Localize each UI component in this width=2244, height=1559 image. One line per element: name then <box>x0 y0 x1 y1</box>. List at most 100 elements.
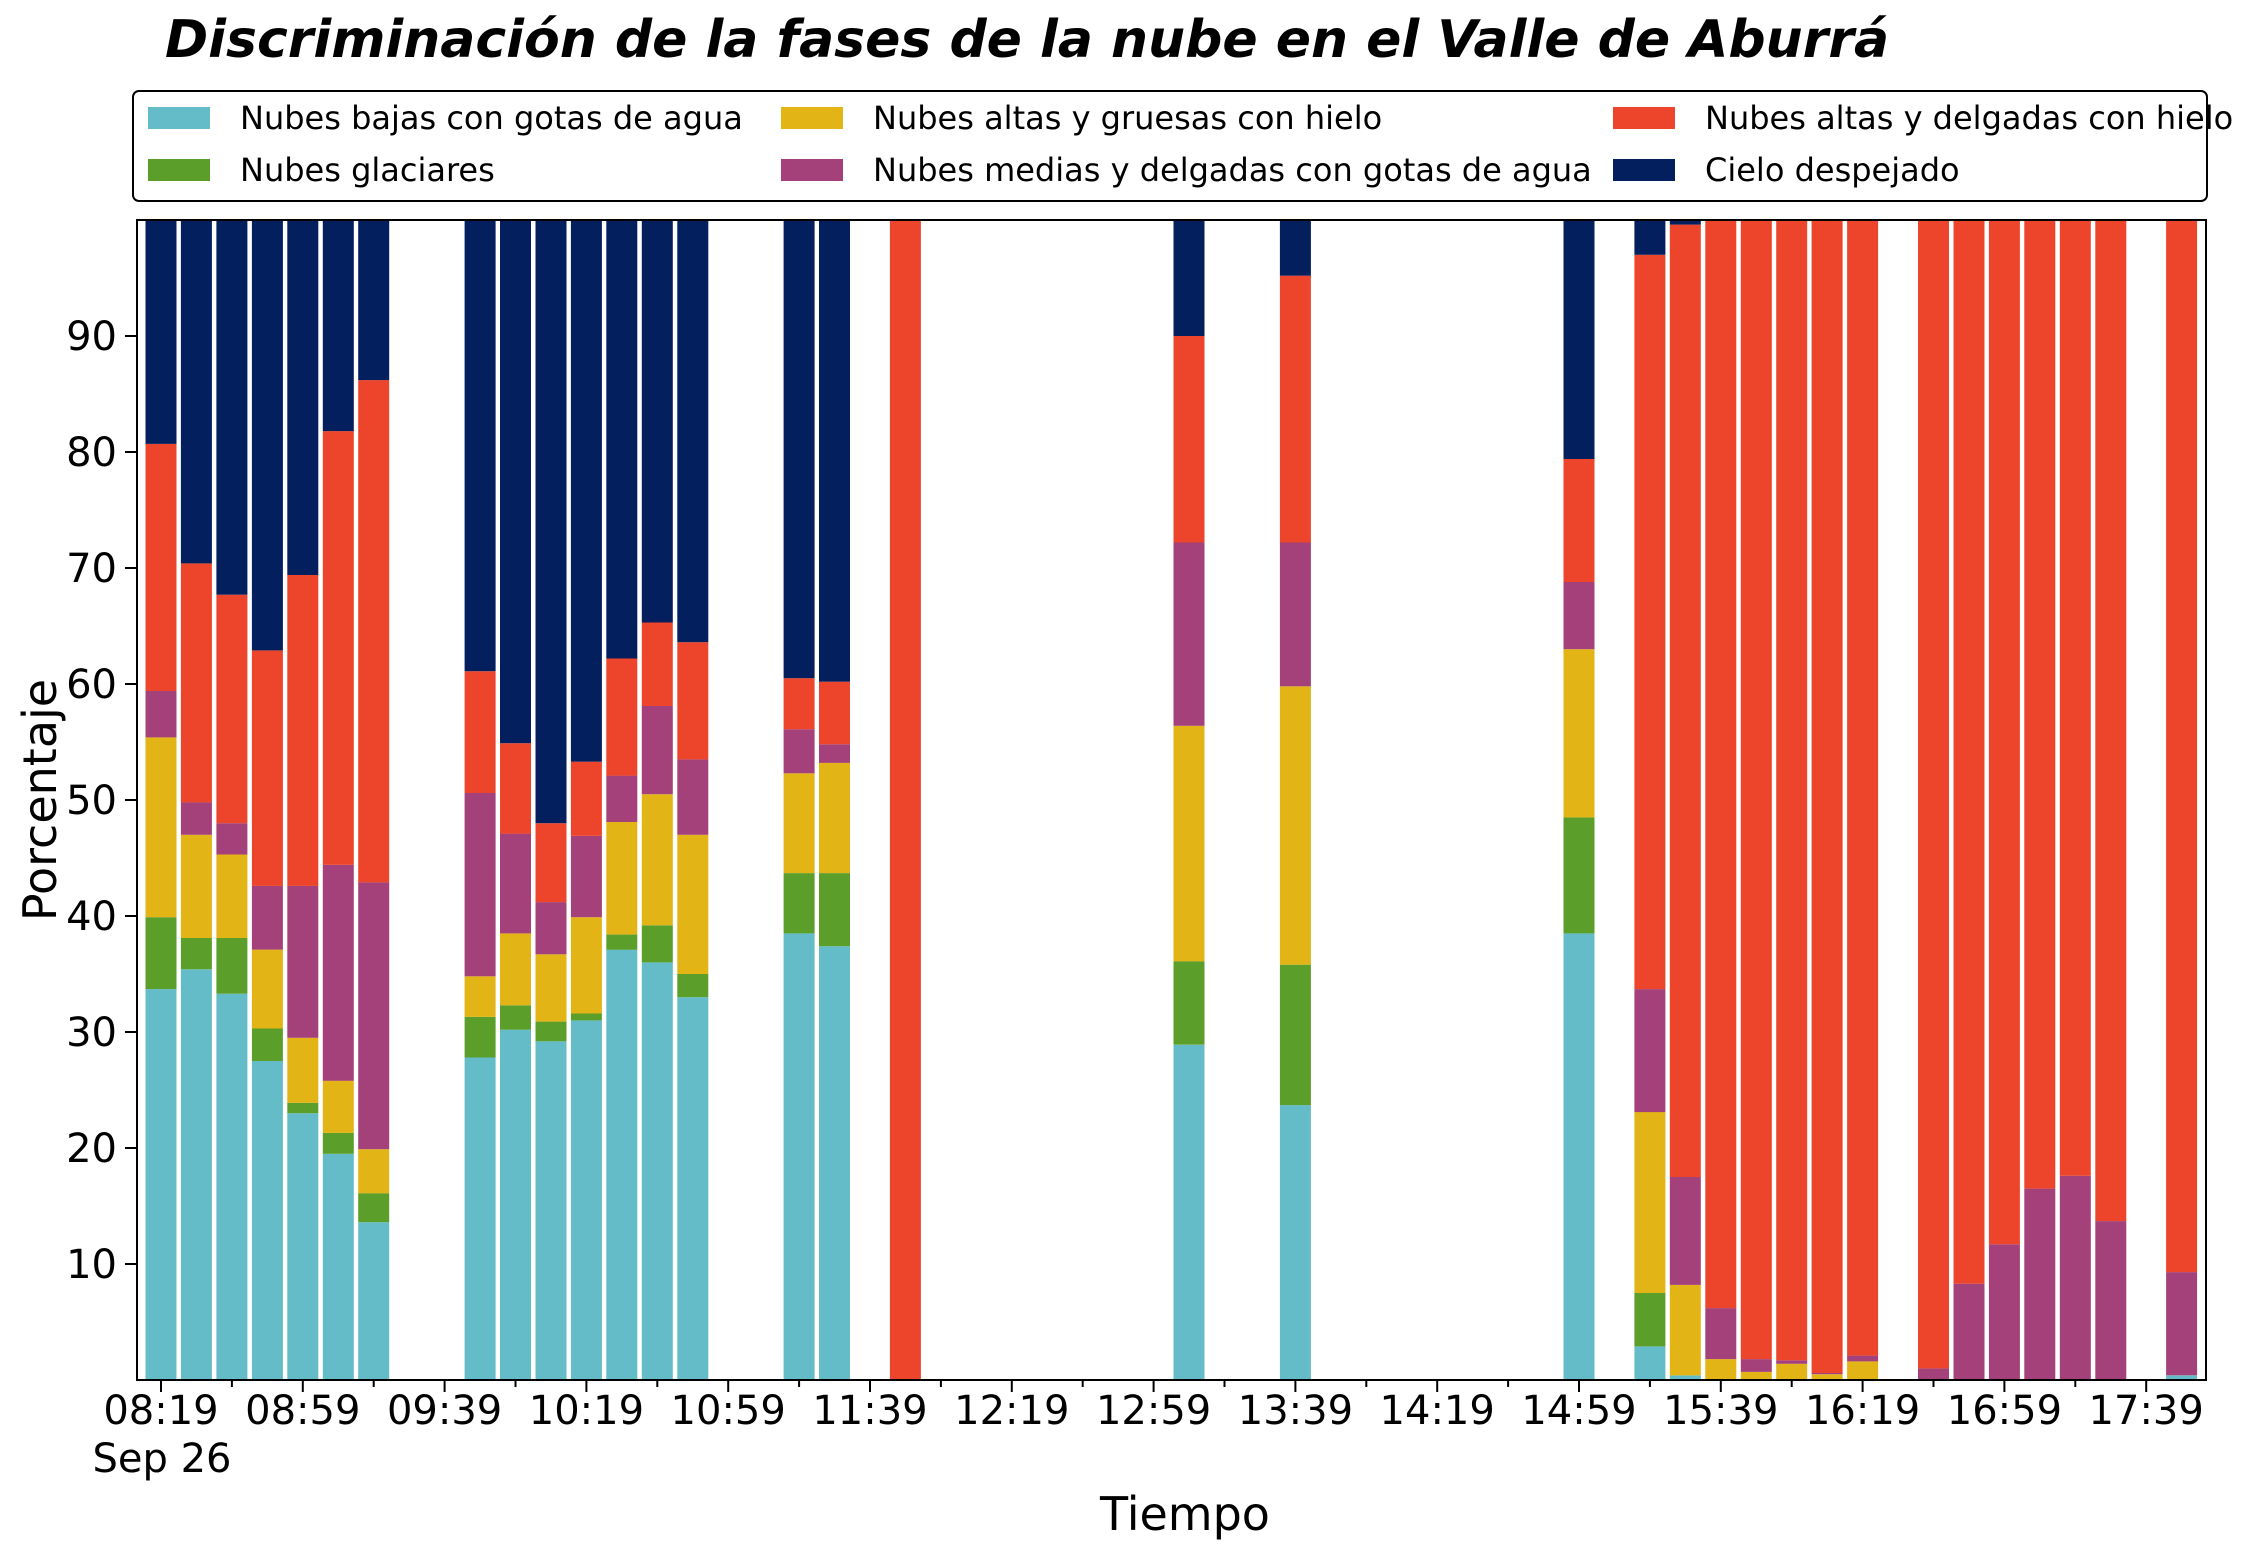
bar-segment-nubes-altas-y-gruesas-con-hielo <box>1811 1374 1843 1380</box>
bar-segment-nubes-glaciares <box>500 1005 531 1030</box>
legend-label-cielo-despejado: Cielo despejado <box>1705 151 1960 189</box>
x-tick-label: 17:39 <box>2089 1388 2204 1434</box>
x-tick-label: 11:39 <box>812 1388 927 1434</box>
bar-segment-nubes-medias-y-delgadas-con-gotas-de-agua <box>1811 1373 1843 1375</box>
legend-swatch-nubes-bajas-con-gotas-de-agua <box>148 107 210 129</box>
y-axis: 10 20 30 40 50 60 70 80 90 <box>66 314 137 1288</box>
x-tick-label: 10:19 <box>529 1388 644 1434</box>
bar-segment-nubes-medias-y-delgadas-con-gotas-de-agua <box>1173 542 1205 726</box>
bar-segment-nubes-altas-y-gruesas-con-hielo <box>287 1037 319 1103</box>
bar-segment-nubes-glaciares <box>180 938 212 970</box>
bar-segment-cielo-despejado <box>1669 220 1701 225</box>
bar-segment-nubes-altas-y-gruesas-con-hielo <box>1740 1371 1772 1380</box>
bar-segment-nubes-altas-y-gruesas-con-hielo <box>1563 649 1595 818</box>
bar-segment-nubes-medias-y-delgadas-con-gotas-de-agua <box>1988 1244 2020 1380</box>
bar-segment-nubes-bajas-con-gotas-de-agua <box>216 993 248 1380</box>
bar-segment-nubes-medias-y-delgadas-con-gotas-de-agua <box>1669 1177 1701 1285</box>
bar-segment-nubes-medias-y-delgadas-con-gotas-de-agua <box>145 691 177 738</box>
bar-segment-nubes-altas-y-delgadas-con-hielo <box>1279 275 1311 543</box>
chart-title: Discriminación de la fases de la nube en… <box>165 10 1889 70</box>
bar-segment-nubes-bajas-con-gotas-de-agua <box>2166 1375 2198 1380</box>
bar-segment-nubes-medias-y-delgadas-con-gotas-de-agua <box>2059 1175 2091 1380</box>
legend-label-nubes-glaciares: Nubes glaciares <box>240 151 495 189</box>
bar-segment-nubes-medias-y-delgadas-con-gotas-de-agua <box>1776 1360 1808 1364</box>
bar-segment-nubes-glaciares <box>464 1016 496 1058</box>
bar-segment-nubes-medias-y-delgadas-con-gotas-de-agua <box>358 882 390 1150</box>
bar-segment-nubes-altas-y-gruesas-con-hielo <box>145 737 177 918</box>
legend-swatch-nubes-altas-y-delgadas-con-hielo <box>1613 107 1675 129</box>
bar-segment-cielo-despejado <box>251 220 283 651</box>
plot-frame <box>136 219 2207 1381</box>
x-tick-label: 13:39 <box>1238 1388 1353 1434</box>
bar-segment-nubes-bajas-con-gotas-de-agua <box>358 1222 390 1380</box>
bar-segment-nubes-glaciares <box>819 873 850 947</box>
bar-segment-nubes-altas-y-delgadas-con-hielo <box>322 431 354 865</box>
bar-segment-nubes-glaciares <box>783 873 815 934</box>
bar-segment-nubes-altas-y-delgadas-con-hielo <box>145 443 177 691</box>
bar-segment-nubes-bajas-con-gotas-de-agua <box>1279 1105 1311 1380</box>
bar-segment-nubes-glaciares <box>641 925 673 963</box>
bar-segment-nubes-altas-y-gruesas-con-hielo <box>216 854 248 938</box>
bar-segment-cielo-despejado <box>570 220 602 762</box>
bar-segment-nubes-altas-y-gruesas-con-hielo <box>1776 1363 1808 1380</box>
bar-segment-cielo-despejado <box>1173 220 1205 336</box>
bar-segment-cielo-despejado <box>783 220 815 679</box>
bar-segment-nubes-bajas-con-gotas-de-agua <box>500 1029 531 1380</box>
bar-segment-cielo-despejado <box>641 220 673 623</box>
x-tick-label: 09:39 <box>387 1388 502 1434</box>
x-date-label: Sep 26 <box>92 1436 231 1482</box>
y-tick-label: 30 <box>66 1010 117 1056</box>
legend: Nubes bajas con gotas de agua Nubes glaci… <box>132 90 2233 202</box>
y-tick-label: 40 <box>66 894 117 940</box>
bar-segment-nubes-altas-y-gruesas-con-hielo <box>1279 686 1311 965</box>
bar-segment-nubes-bajas-con-gotas-de-agua <box>641 962 673 1380</box>
y-tick-label: 50 <box>66 778 117 824</box>
x-tick-label: 16:59 <box>1947 1388 2062 1434</box>
bar-segment-cielo-despejado <box>1279 220 1311 276</box>
bar-segment-nubes-medias-y-delgadas-con-gotas-de-agua <box>2024 1188 2056 1380</box>
bar-segment-cielo-despejado <box>180 220 212 564</box>
bar-segment-nubes-medias-y-delgadas-con-gotas-de-agua <box>677 759 709 835</box>
bar-segment-nubes-medias-y-delgadas-con-gotas-de-agua <box>251 885 283 950</box>
bar-segment-nubes-altas-y-delgadas-con-hielo <box>358 380 390 883</box>
bar-segment-nubes-bajas-con-gotas-de-agua <box>251 1061 283 1380</box>
bar-segment-nubes-altas-y-delgadas-con-hielo <box>1988 220 2020 1245</box>
bar-segment-cielo-despejado <box>819 220 850 682</box>
bar-segment-cielo-despejado <box>145 220 177 444</box>
bar-segment-nubes-medias-y-delgadas-con-gotas-de-agua <box>570 836 602 918</box>
bar-segment-nubes-bajas-con-gotas-de-agua <box>322 1153 354 1380</box>
bar-segment-nubes-altas-y-gruesas-con-hielo <box>251 949 283 1029</box>
bar-segment-nubes-altas-y-delgadas-con-hielo <box>1847 220 1879 1356</box>
bar-segment-nubes-medias-y-delgadas-con-gotas-de-agua <box>2095 1221 2127 1380</box>
bar-segment-nubes-medias-y-delgadas-con-gotas-de-agua <box>1634 989 1666 1113</box>
bar-segment-nubes-altas-y-delgadas-con-hielo <box>677 642 709 760</box>
bar-segment-nubes-altas-y-delgadas-con-hielo <box>2095 220 2127 1222</box>
x-tick-label: 14:19 <box>1380 1388 1495 1434</box>
x-tick-label: 15:39 <box>1663 1388 1778 1434</box>
y-tick-label: 10 <box>66 1242 117 1288</box>
bar-segment-nubes-bajas-con-gotas-de-agua <box>1669 1375 1701 1380</box>
bar-segment-nubes-medias-y-delgadas-con-gotas-de-agua <box>641 706 673 795</box>
bar-segment-nubes-medias-y-delgadas-con-gotas-de-agua <box>535 902 567 955</box>
bar-segment-nubes-medias-y-delgadas-con-gotas-de-agua <box>2166 1272 2198 1376</box>
bar-segment-nubes-medias-y-delgadas-con-gotas-de-agua <box>1918 1368 1949 1380</box>
bar-segment-cielo-despejado <box>287 220 319 575</box>
bar-segment-nubes-medias-y-delgadas-con-gotas-de-agua <box>1953 1283 1985 1380</box>
bar-segment-nubes-medias-y-delgadas-con-gotas-de-agua <box>783 729 815 774</box>
bar-segment-cielo-despejado <box>1634 220 1666 255</box>
bar-segment-nubes-medias-y-delgadas-con-gotas-de-agua <box>1847 1355 1879 1362</box>
bar-segment-nubes-glaciares <box>1279 964 1311 1106</box>
bar-segment-nubes-medias-y-delgadas-con-gotas-de-agua <box>216 823 248 855</box>
y-tick-label: 90 <box>66 314 117 360</box>
bar-segment-nubes-bajas-con-gotas-de-agua <box>535 1041 567 1380</box>
bar-segment-nubes-glaciares <box>1563 817 1595 934</box>
bar-segment-nubes-glaciares <box>535 1021 567 1042</box>
bar-segment-nubes-glaciares <box>322 1132 354 1154</box>
bar-segment-nubes-bajas-con-gotas-de-agua <box>145 989 177 1380</box>
bar-segment-nubes-altas-y-gruesas-con-hielo <box>464 976 496 1017</box>
bar-segment-nubes-glaciares <box>358 1193 390 1223</box>
bar-segment-nubes-altas-y-gruesas-con-hielo <box>1173 725 1205 962</box>
bar-segment-nubes-bajas-con-gotas-de-agua <box>570 1020 602 1380</box>
bar-segment-nubes-altas-y-gruesas-con-hielo <box>322 1080 354 1133</box>
